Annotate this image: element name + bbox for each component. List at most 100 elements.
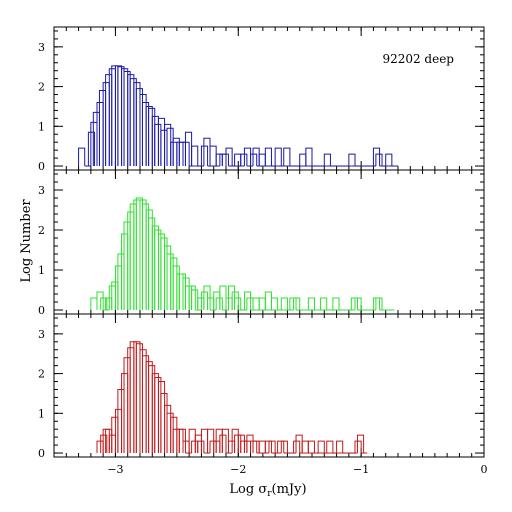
histogram-bar <box>307 440 315 454</box>
histogram-bar <box>148 107 156 167</box>
histogram-bar <box>111 65 119 167</box>
histogram-bar <box>96 440 104 454</box>
histogram-bar <box>323 153 331 167</box>
histogram-bar <box>114 408 123 454</box>
histogram-bar <box>182 141 190 167</box>
histogram-bar <box>176 428 184 454</box>
histogram-bar <box>172 428 180 454</box>
histogram-bar <box>258 440 266 454</box>
histogram-bar <box>98 90 107 167</box>
histogram-bar <box>305 147 313 167</box>
histogram-bar <box>139 94 147 167</box>
histogram-bar <box>227 440 236 454</box>
histogram-bar <box>160 129 168 167</box>
histogram-bar <box>215 297 223 310</box>
histogram-bar <box>129 341 137 454</box>
histogram-bar <box>326 440 334 454</box>
histogram-bar <box>197 297 205 310</box>
histogram-bar <box>102 428 110 454</box>
histogram-bar <box>200 291 209 310</box>
histogram-bar <box>90 297 98 310</box>
histogram-bar <box>141 203 150 310</box>
histogram-bar <box>178 273 186 310</box>
histogram-bar <box>280 297 288 310</box>
histogram-bar <box>350 297 358 310</box>
histogram-bar <box>135 88 143 167</box>
histogram-bar <box>133 82 141 167</box>
histogram-bar <box>252 297 260 310</box>
histogram-bar <box>188 285 196 310</box>
histogram-bar <box>172 265 180 310</box>
histogram-bar <box>243 291 252 310</box>
histogram-bar <box>283 147 291 167</box>
histogram-bar <box>231 291 239 310</box>
histogram-bar <box>250 153 258 167</box>
histogram-bar <box>243 440 252 454</box>
histogram-bar <box>117 253 125 310</box>
histogram-bar <box>301 440 309 454</box>
histogram-bar <box>151 373 159 454</box>
y-tick-label: 1 <box>38 264 45 277</box>
histogram-bar <box>182 440 190 454</box>
histogram-bar <box>148 365 156 454</box>
histogram-bar <box>354 297 362 310</box>
histogram-bar <box>145 209 153 310</box>
histogram-bar <box>194 434 202 454</box>
histogram-bar <box>133 341 141 454</box>
histogram-bar <box>121 68 129 167</box>
y-tick-label: 3 <box>38 41 45 54</box>
histogram-bar <box>200 145 209 167</box>
histogram-bar <box>87 131 96 167</box>
histogram-bar <box>170 416 178 454</box>
histogram-panel-1: 0 1 2 3 <box>38 26 485 173</box>
histogram-bar <box>90 121 98 167</box>
histogram-bar <box>225 147 233 167</box>
histogram-bar <box>264 147 272 167</box>
histogram-bar <box>135 197 143 310</box>
histogram-bar <box>184 285 193 310</box>
histogram-bar <box>157 381 166 454</box>
histogram-bar <box>221 428 229 454</box>
histogram-bar <box>127 74 135 167</box>
y-axis-label: Log Number <box>19 199 34 283</box>
histogram-bar <box>148 217 156 310</box>
histogram-bar <box>372 147 381 167</box>
x-axis-label-main: Log σ <box>229 482 267 497</box>
histogram-bar <box>277 440 285 454</box>
histogram-bar <box>274 147 282 167</box>
histogram-bar <box>123 70 131 167</box>
histogram-bar <box>258 297 266 310</box>
histogram-bar <box>215 153 223 167</box>
histogram-bar <box>117 388 125 454</box>
y-tick-label: 2 <box>38 224 45 237</box>
histogram-bar <box>141 101 150 167</box>
histogram-bar <box>375 153 383 167</box>
histogram-bar <box>246 297 254 310</box>
histogram-bar <box>182 277 190 310</box>
panel-annotation: 92202 deep <box>382 52 454 66</box>
histogram-bar <box>307 297 315 310</box>
histogram-bar <box>336 440 344 454</box>
x-tick-label: 0 <box>481 463 488 476</box>
histogram-bar <box>293 297 301 310</box>
histogram-bar <box>385 153 393 167</box>
histogram-bar <box>151 225 159 310</box>
histogram-bar <box>250 440 258 454</box>
histogram-bar <box>219 434 227 454</box>
histogram-bar <box>207 297 215 310</box>
histogram-bar <box>133 199 141 310</box>
histogram-bar <box>108 434 116 454</box>
histogram-bar <box>170 141 178 167</box>
histogram-bar <box>252 147 260 167</box>
histogram-bar <box>320 297 328 310</box>
histogram-bar <box>372 297 381 310</box>
histogram-bar <box>252 440 260 454</box>
histogram-bar <box>264 291 272 310</box>
histogram-bar <box>280 440 288 454</box>
histogram-bar <box>191 145 199 167</box>
histogram-bar <box>246 434 254 454</box>
panel-frame <box>53 313 485 458</box>
histogram-bar <box>96 291 104 310</box>
histogram-bar <box>157 233 166 310</box>
histogram-bar <box>100 434 108 454</box>
